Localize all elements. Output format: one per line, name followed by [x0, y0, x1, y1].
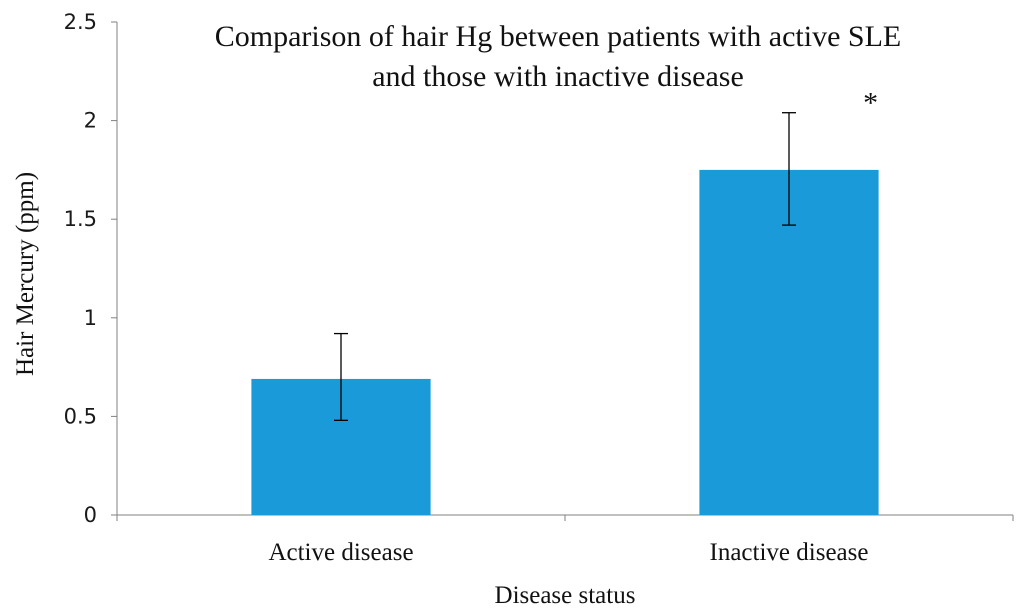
- y-tick-label: 0.5: [64, 404, 97, 428]
- x-tick-label: Inactive disease: [710, 539, 869, 566]
- y-axis-label: Hair Mercury (ppm): [12, 172, 39, 376]
- chart-title-line-1: Comparison of hair Hg between patients w…: [215, 20, 902, 53]
- significance-asterisk: *: [863, 87, 878, 120]
- y-tick-label: 1: [84, 306, 97, 330]
- x-tick-label: Active disease: [268, 539, 413, 566]
- x-axis-label: Disease status: [495, 582, 636, 609]
- bar: [699, 169, 879, 515]
- y-tick-label: 2.5: [64, 10, 97, 34]
- y-tick-label: 0: [84, 503, 97, 527]
- bars-group: [251, 112, 879, 515]
- y-tick-label: 2: [84, 109, 97, 133]
- labels-group: 0 0.5 1 1.5 2 2.5 Active disease Inactive disea…: [64, 10, 879, 566]
- chart-title-line-2: and those with inactive disease: [372, 60, 744, 93]
- y-tick-label: 1.5: [64, 207, 97, 231]
